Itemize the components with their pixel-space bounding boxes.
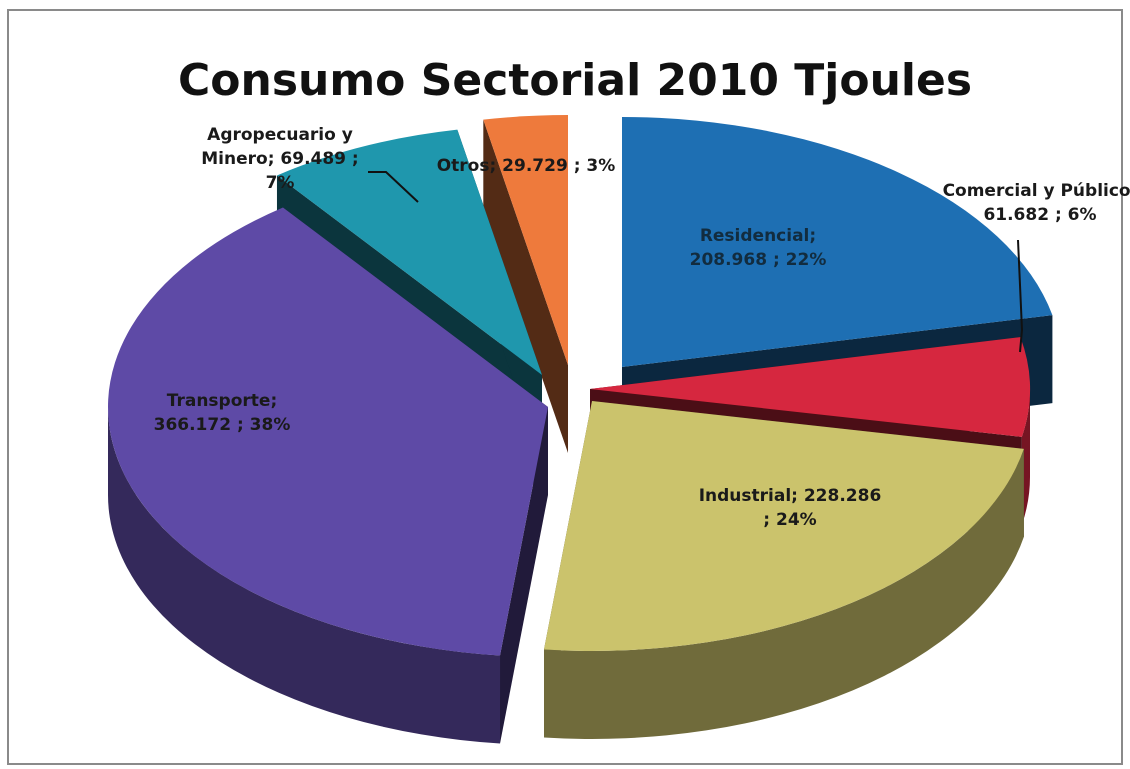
leader-line [368,171,419,203]
slice-outer-wall [544,448,1024,739]
chart-title: Consumo Sectorial 2010 Tjoules [178,55,972,106]
data-label-line: Comercial y Público; [943,181,1130,201]
data-label-line: 7% [266,173,295,193]
leader-lines [368,171,1024,353]
data-label: Agropecuario y Minero; 69.489 ; 7% [201,125,358,193]
data-label-line: 366.172 ; 38% [154,415,291,435]
slice-side-wall [483,119,568,453]
slice-side-wall [500,407,548,744]
slice-outer-wall [108,407,501,744]
data-label-line: Minero; 69.489 ; [201,149,358,169]
data-label: Comercial y Público; 61.682 ; 6% [943,181,1130,225]
data-label: Otros; 29.729 ; 3% [437,156,616,176]
data-label-line: 208.968 ; 22% [690,250,827,270]
data-label-line: Residencial; [700,226,816,246]
data-label: Transporte; 366.172 ; 38% [154,391,291,435]
pie-slice-agropecuario-y-minero [276,129,542,375]
pie-slice-comercial-y-p-blico [590,337,1030,437]
pie-slice-industrial [544,401,1024,651]
page-border [7,9,1123,765]
pie-slice-residencial [622,117,1053,367]
data-label-line: 61.682 ; 6% [983,205,1096,225]
data-label-line: Otros; 29.729 ; 3% [437,156,616,176]
data-label-line: Agropecuario y [207,125,353,145]
pie-slice-transporte [107,207,548,656]
data-label-line: Industrial; 228.286 [699,486,882,506]
data-label-line: ; 24% [763,510,816,530]
data-labels: Residencial; 208.968 ; 22% Comercial y Púb… [154,125,1130,530]
leader-line [1017,239,1024,353]
pie-slice-otros [483,115,568,365]
slice-outer-wall [1021,389,1030,525]
data-label-line: Transporte; [167,391,278,411]
pie-top-layer [107,115,1053,656]
data-label: Residencial; 208.968 ; 22% [690,226,827,270]
data-label: Industrial; 228.286 ; 24% [699,486,882,530]
